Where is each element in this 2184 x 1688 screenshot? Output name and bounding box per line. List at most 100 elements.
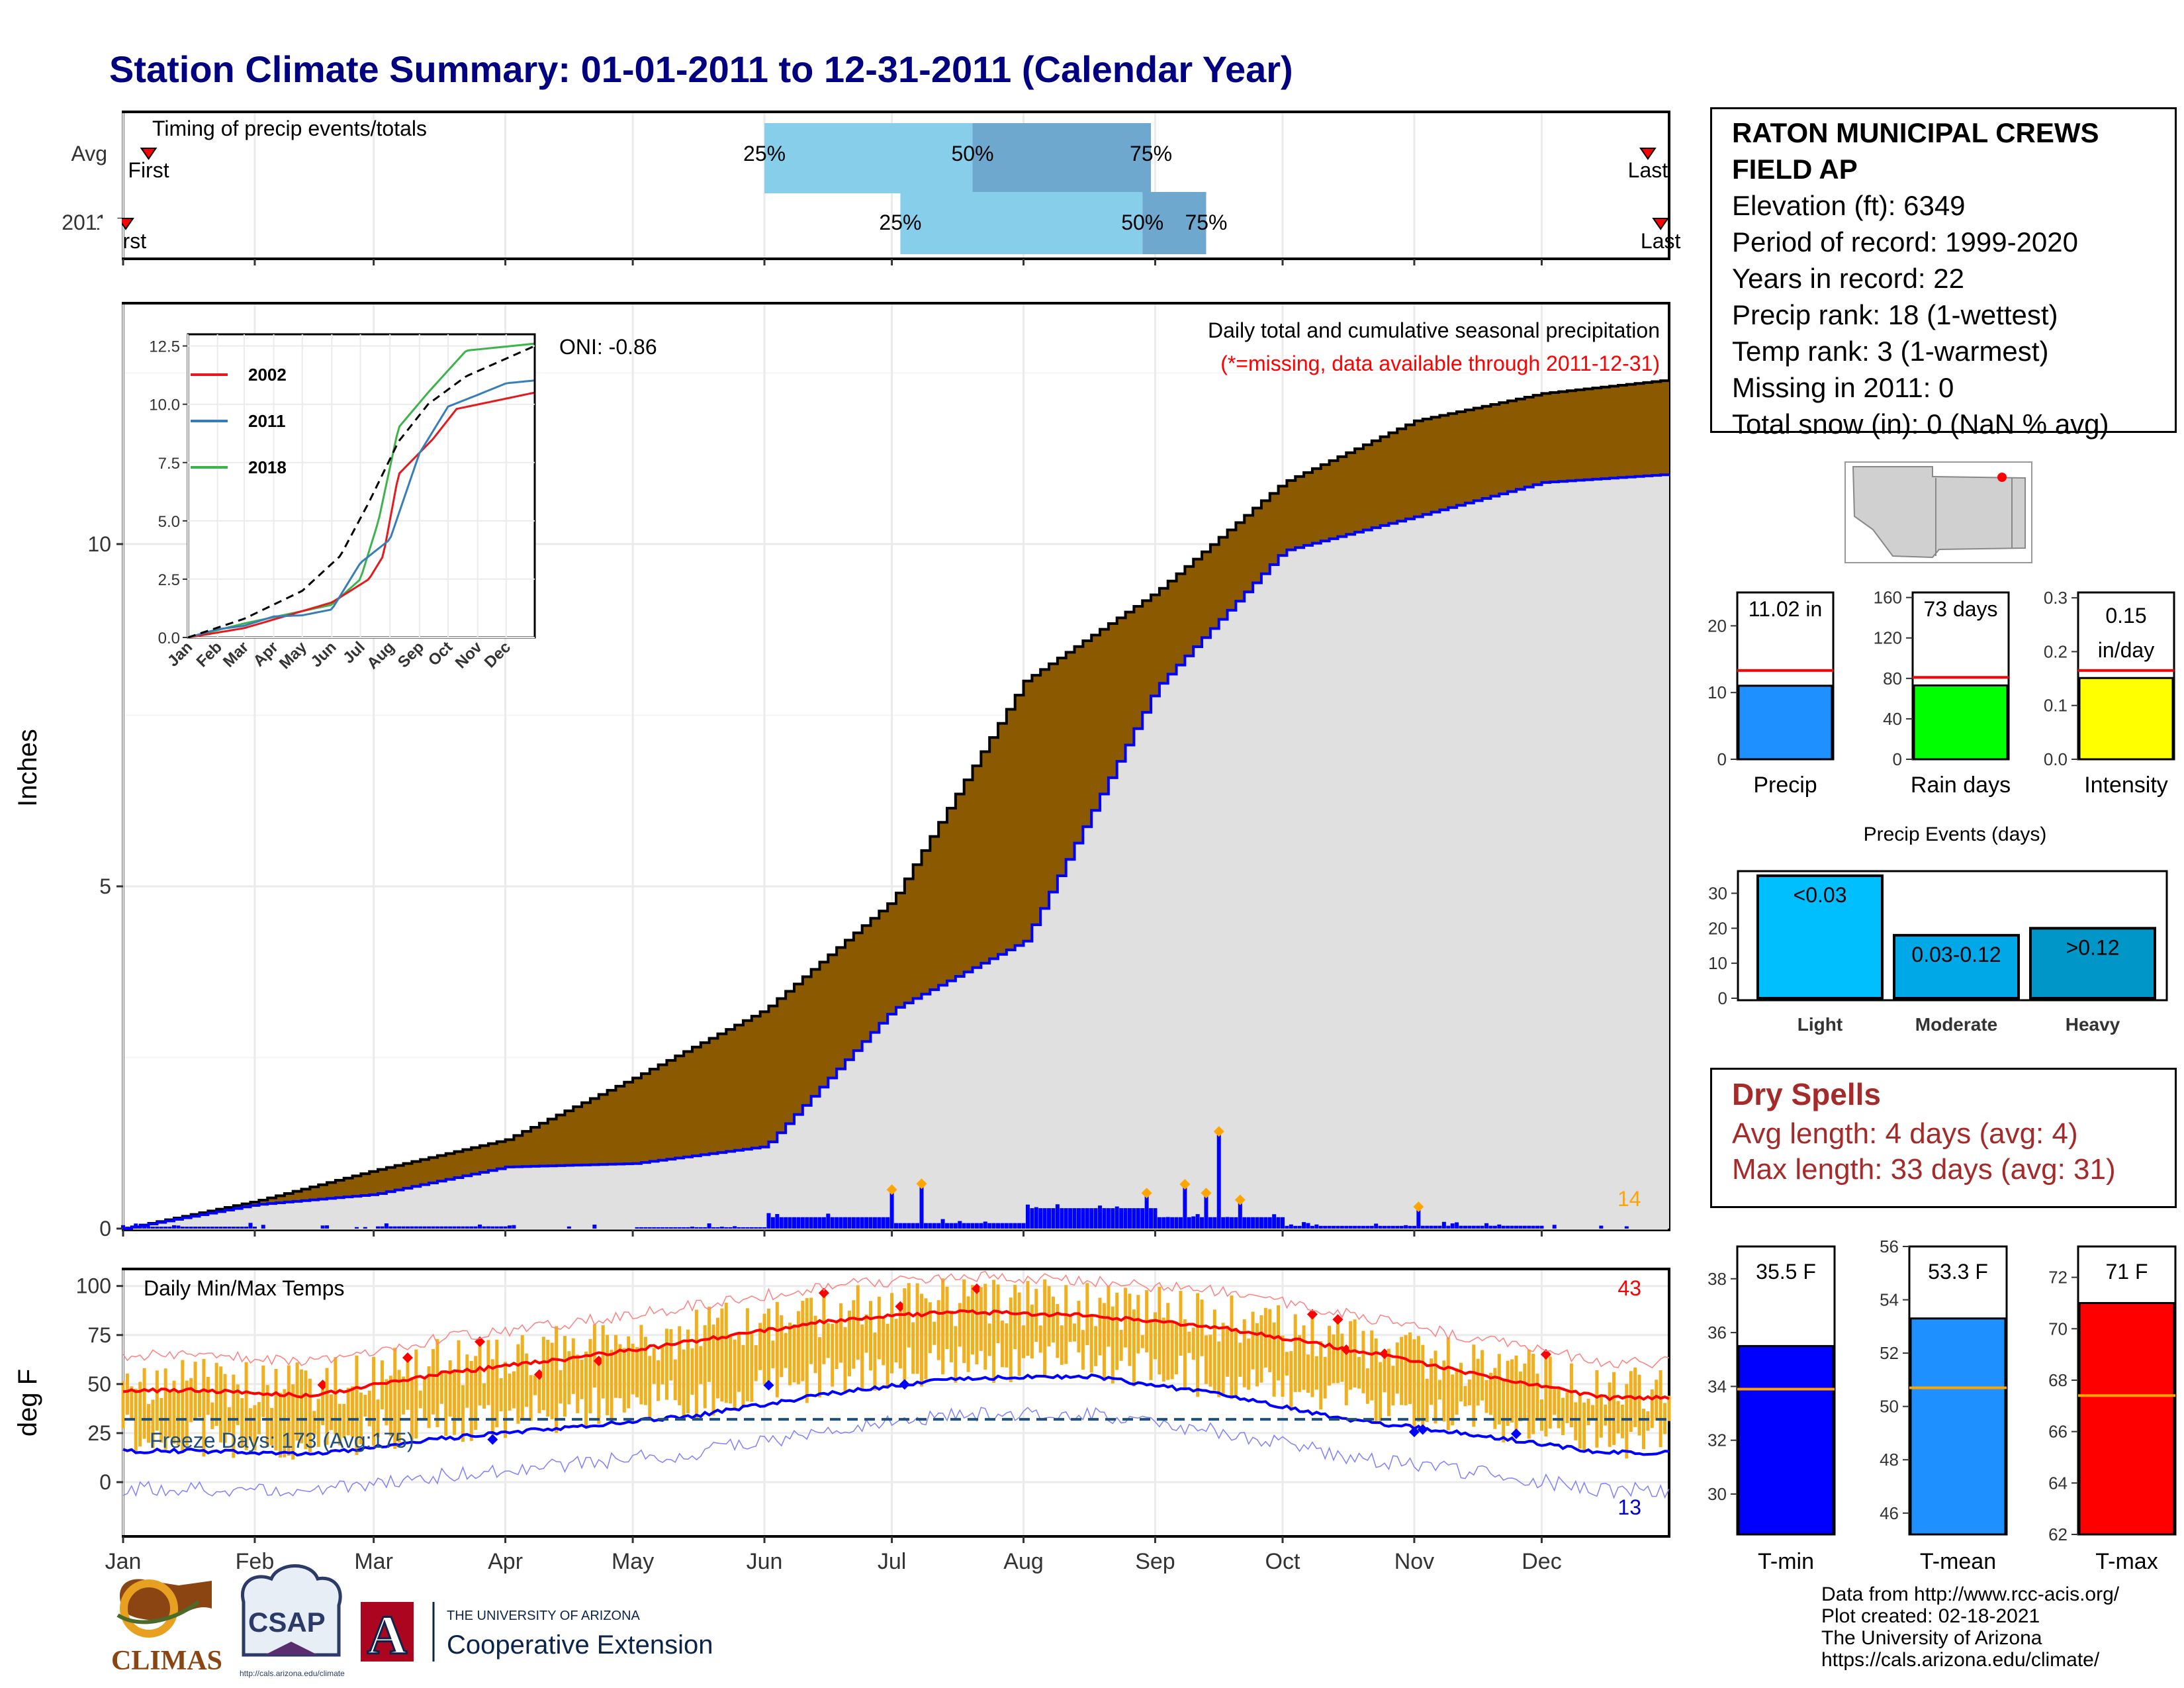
daily-temp-bar [1085, 1283, 1089, 1346]
daily-precip-bar [707, 1223, 711, 1229]
events-bar-label: Moderate [1915, 1014, 1997, 1035]
daily-temp-bar [1616, 1401, 1620, 1434]
daily-precip-bar [172, 1225, 177, 1229]
events-bar-label: Light [1797, 1014, 1843, 1035]
daily-temp-bar [189, 1378, 193, 1423]
daily-temp-bar [737, 1334, 741, 1392]
daily-temp-bar [1641, 1409, 1645, 1450]
daily-temp-bar [325, 1368, 329, 1445]
daily-temp-bar [223, 1374, 227, 1443]
temp-ytick-label: 25 [87, 1421, 111, 1445]
daily-temp-bar [283, 1389, 287, 1458]
daily-precip-bar [821, 1217, 826, 1229]
daily-precip-bar [1416, 1207, 1421, 1229]
daily-precip-bar [737, 1227, 741, 1229]
daily-temp-bar [711, 1325, 715, 1416]
daily-temp-bar [1191, 1327, 1195, 1360]
obs-cumulative-area [123, 474, 1669, 1229]
daily-temp-bar [733, 1339, 737, 1411]
daily-precip-bar [320, 1225, 325, 1229]
daily-temp-bar [1323, 1356, 1327, 1399]
daily-temp-bar [729, 1335, 733, 1404]
daily-precip-bar [923, 1223, 928, 1229]
avg-first-label: First [128, 158, 169, 182]
daily-temp-bar [1365, 1368, 1369, 1404]
daily-precip-bar [1021, 1223, 1026, 1229]
precip-ytick-label: 5 [99, 874, 111, 898]
daily-temp-bar [1433, 1350, 1437, 1424]
daily-temp-bar [868, 1301, 872, 1371]
daily-precip-bar [842, 1217, 847, 1229]
temp-bar-tick-label: 36 [1707, 1323, 1727, 1342]
daily-temp-bar [495, 1339, 499, 1428]
daily-precip-bar [1174, 1217, 1179, 1229]
daily-precip-bar [414, 1226, 418, 1229]
daily-precip-bar [1390, 1225, 1395, 1229]
temp-bar-tick-label: 50 [1880, 1397, 1899, 1417]
daily-precip-bar [1038, 1208, 1043, 1229]
daily-precip-bar [452, 1226, 457, 1229]
daily-temp-bar [1158, 1286, 1161, 1375]
daily-temp-bar [1340, 1333, 1344, 1382]
summary-bar-tick-label: 40 [1883, 709, 1902, 729]
daily-precip-bar [146, 1227, 151, 1229]
daily-precip-bar [1289, 1224, 1293, 1229]
daily-precip-bar [1085, 1208, 1089, 1229]
daily-temp-bar [766, 1308, 770, 1382]
daily-temp-bar [388, 1376, 392, 1436]
daily-temp-bar [813, 1315, 817, 1374]
daily-temp-bar [1161, 1317, 1165, 1382]
daily-temp-bar [1098, 1297, 1102, 1356]
daily-precip-bar [958, 1221, 962, 1229]
daily-precip-bar [1161, 1217, 1166, 1229]
daily-precip-bar [465, 1226, 469, 1229]
avg-min-line [122, 1373, 1670, 1457]
daily-precip-bar [1306, 1223, 1310, 1229]
dry-avg-length: Avg length: 4 days (avg: 4) [1732, 1117, 2078, 1150]
temp-bar-t-min [1737, 1344, 1835, 1536]
daily-temp-bar [1506, 1360, 1510, 1426]
temp-bar-tick-label: 62 [2048, 1524, 2068, 1544]
daily-temp-bar [1612, 1372, 1616, 1445]
daily-temp-bar [334, 1357, 338, 1435]
daily-precip-bar [1060, 1208, 1064, 1229]
daily-precip-bar [741, 1227, 745, 1229]
daily-temp-bar [1328, 1325, 1332, 1386]
daily-precip-bar [889, 1191, 894, 1229]
daily-precip-bar [167, 1227, 172, 1229]
daily-precip-bar [749, 1227, 754, 1229]
csap-logo: CSAP http://cals.arizona.edu/climate [240, 1564, 345, 1678]
avg-first-marker [140, 148, 158, 160]
daily-precip-bar [1433, 1225, 1438, 1229]
daily-temp-bar [198, 1391, 202, 1418]
daily-precip-bar [494, 1226, 499, 1229]
daily-precip-bar [1068, 1208, 1073, 1229]
daily-temp-bar [125, 1373, 129, 1415]
daily-temp-bar [627, 1336, 631, 1409]
daily-precip-bar [983, 1221, 987, 1229]
daily-precip-bar [728, 1227, 733, 1229]
daily-precip-bar [1102, 1208, 1107, 1229]
temp-bar-label: T-min [1758, 1549, 1814, 1574]
daily-precip-bar [422, 1226, 427, 1229]
daily-precip-bar [664, 1227, 669, 1229]
daily-precip-bar [193, 1227, 198, 1229]
daily-temp-bar [1153, 1312, 1157, 1360]
daily-temp-bar [1578, 1393, 1582, 1449]
daily-temp-bar [1310, 1315, 1314, 1397]
daily-precip-bar [719, 1227, 724, 1229]
daily-precip-bar [185, 1227, 189, 1229]
daily-temp-bar [864, 1314, 868, 1353]
daily-precip-bar [1506, 1225, 1510, 1229]
timing-q75-label: 75% [1130, 142, 1172, 165]
daily-precip-bar [1034, 1207, 1038, 1229]
precip-panel: Daily total and cumulative seasonal prec… [13, 302, 1670, 1241]
daily-temp-bar [843, 1327, 847, 1394]
daily-precip-bar [197, 1227, 202, 1229]
daily-precip-bar [1522, 1225, 1527, 1229]
daily-temp-bar [300, 1369, 304, 1444]
daily-temp-bar [622, 1348, 626, 1413]
record-high-marker [1306, 1309, 1318, 1320]
daily-precip-bar [1492, 1225, 1497, 1229]
